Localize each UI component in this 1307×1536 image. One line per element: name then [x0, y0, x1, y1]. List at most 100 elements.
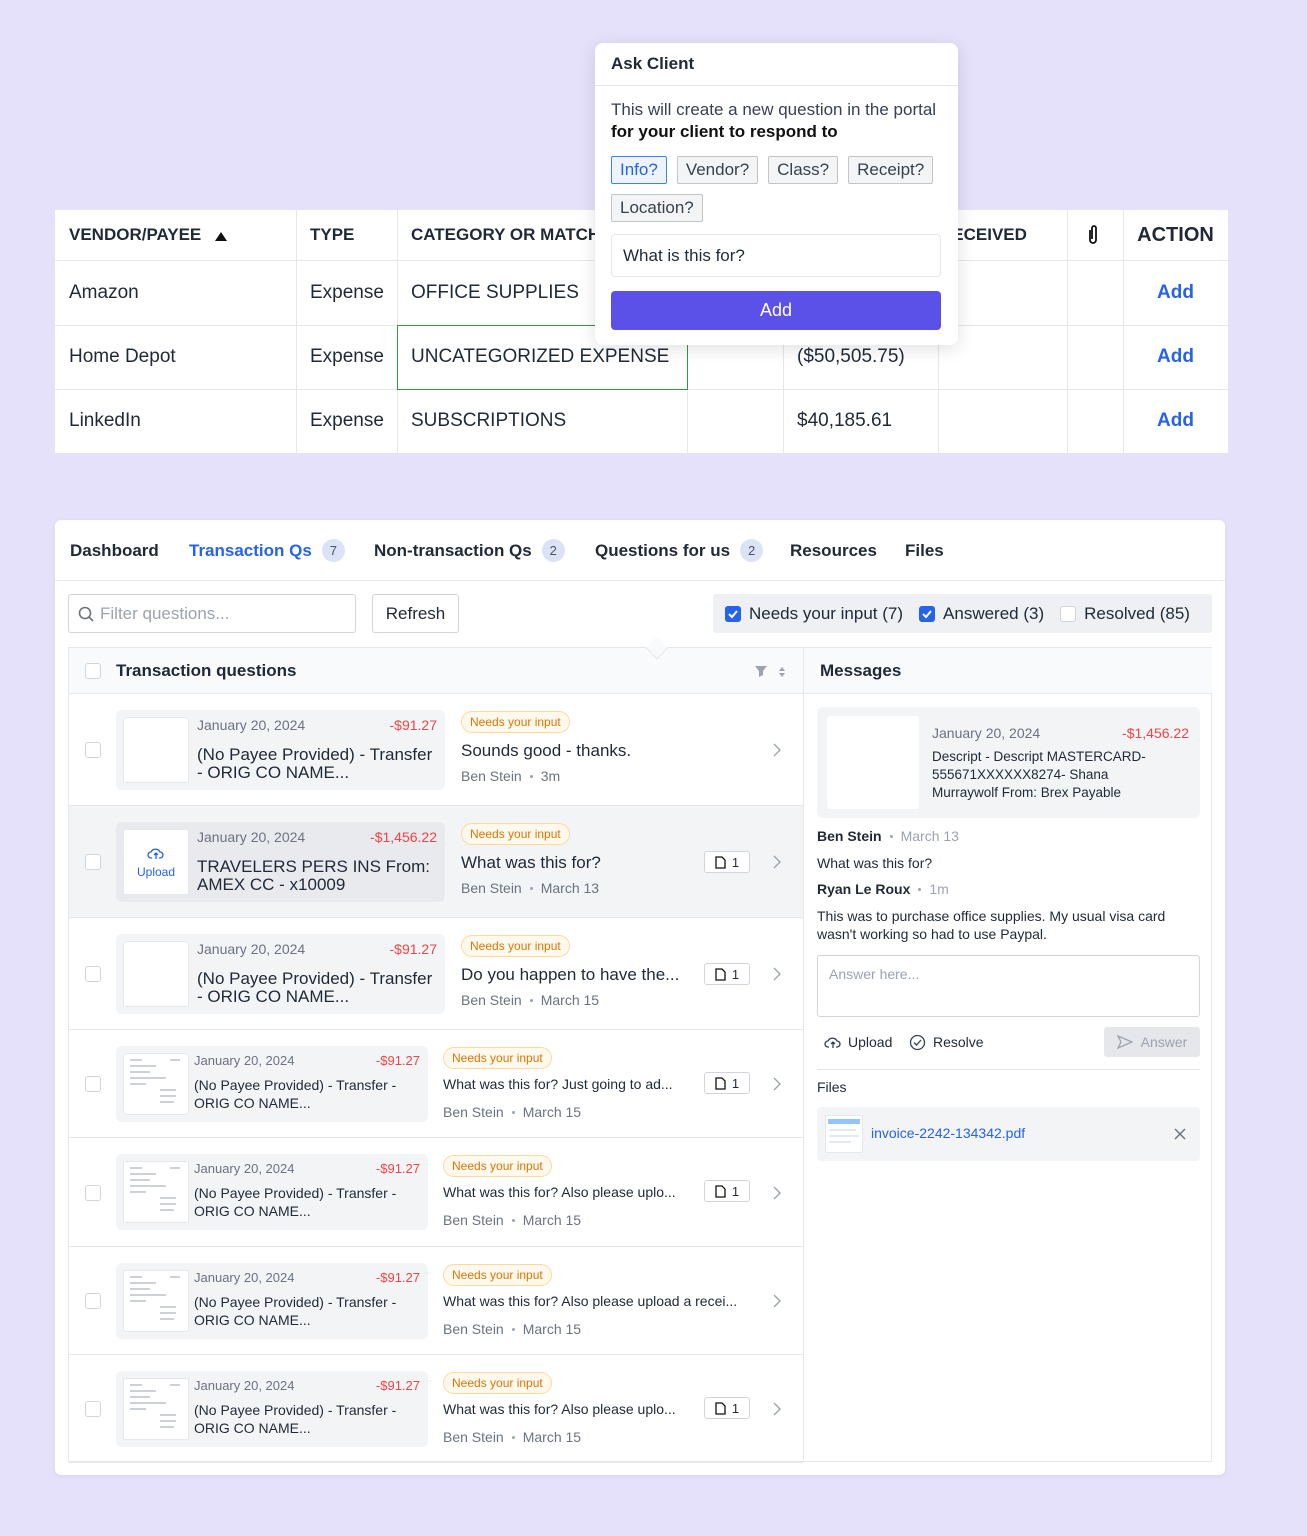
attachment-count: 1: [704, 1397, 750, 1419]
chip[interactable]: Vendor?: [676, 156, 759, 184]
tab[interactable]: Questions for us 2: [595, 520, 764, 581]
column-divider: [1067, 210, 1068, 453]
file-icon: [715, 967, 726, 981]
transaction-card: January 20, 2024 -$91.27 (No Payee Provide…: [116, 1046, 428, 1122]
attachment-count: 1: [704, 1180, 750, 1202]
transaction-date: January 20, 2024: [197, 717, 306, 733]
answer-button[interactable]: Answer: [1104, 1027, 1200, 1057]
row-checkbox[interactable]: [85, 742, 101, 758]
row-checkbox[interactable]: [85, 1076, 101, 1092]
tab[interactable]: Dashboard: [70, 520, 159, 581]
message-preview: What was this for?: [461, 853, 601, 872]
select-all-checkbox[interactable]: [85, 663, 101, 679]
table-cell: SUBSCRIPTIONS: [411, 410, 567, 431]
dot: [511, 1218, 515, 1222]
column-divider: [296, 210, 297, 453]
dot: [529, 886, 533, 890]
attachment-number: 1: [731, 1183, 740, 1199]
chip-list: Info? Vendor? Class? Receipt? Location?: [611, 156, 946, 222]
chevron: [773, 1186, 781, 1200]
chip[interactable]: Info?: [611, 156, 667, 184]
status-filter[interactable]: Resolved (85): [1060, 604, 1190, 624]
status-badge: Needs your input: [461, 823, 570, 845]
transaction-card: January 20, 2024 -$1,456.22 Descript - Des…: [817, 707, 1200, 818]
question-row[interactable]: Upload January 20, 2024 -$1,456.22 TRAVELER…: [69, 806, 803, 918]
question-input[interactable]: What is this for?: [611, 234, 941, 277]
question-row[interactable]: January 20, 2024 -$91.27 (No Payee Provide…: [69, 694, 803, 806]
list-header: Transaction questions: [69, 648, 804, 694]
add-button[interactable]: Add: [611, 291, 941, 330]
row-checkbox[interactable]: [85, 1401, 101, 1417]
message-meta: Ben Stein March 13: [817, 828, 959, 844]
row-checkbox[interactable]: [85, 854, 101, 870]
file-icon: [715, 855, 726, 869]
checkbox[interactable]: [1060, 605, 1077, 622]
author: Ben Stein: [443, 1321, 504, 1337]
attachment-number: 1: [731, 854, 740, 870]
chevron: [773, 1402, 781, 1416]
status-filters: Needs your input (7) Answered (3) Resolved…: [713, 594, 1212, 633]
transaction-amount: -$91.27: [375, 1270, 420, 1285]
files-title: Files: [817, 1079, 847, 1095]
add-link[interactable]: Add: [1157, 281, 1194, 303]
refresh-button[interactable]: Refresh: [372, 594, 459, 633]
time: March 15: [540, 992, 600, 1008]
row-checkbox[interactable]: [85, 966, 101, 982]
transaction-description: Descript - Descript MASTERCARD-555671XXX…: [932, 749, 1146, 800]
chip[interactable]: Location?: [611, 194, 703, 222]
table-cell: ($50,505.75): [797, 346, 905, 367]
status-filter[interactable]: Needs your input (7): [725, 604, 903, 624]
chevron: [773, 967, 781, 981]
transaction-amount: -$91.27: [375, 1161, 420, 1176]
file-name[interactable]: invoice-2242-134342.pdf: [871, 1125, 1026, 1141]
add-link[interactable]: Add: [1157, 346, 1194, 367]
chip[interactable]: Receipt?: [848, 156, 934, 184]
attachment-number: 1: [731, 1400, 740, 1416]
question-row[interactable]: January 20, 2024 -$91.27 (No Payee Provide…: [69, 1247, 803, 1355]
tab-label: Resources: [790, 540, 877, 560]
resolve-button[interactable]: Resolve: [933, 1034, 984, 1050]
resolve-icon: [909, 1034, 926, 1051]
messages-header: Messages: [804, 648, 1212, 694]
tab-bar: Dashboard Transaction Qs 7 Non-transaction …: [55, 520, 1225, 581]
payee: (No Payee Provided) - Transfer - ORIG CO…: [194, 1402, 397, 1436]
transaction-date: January 20, 2024: [197, 941, 306, 957]
checkbox[interactable]: [919, 605, 936, 622]
status-badge: Needs your input: [443, 1155, 552, 1177]
remove-file[interactable]: [1174, 1128, 1186, 1140]
status-filter[interactable]: Answered (3): [919, 604, 1044, 624]
tab-label: Dashboard: [70, 540, 159, 560]
popup-text-plain: This will create a new question in the p…: [611, 100, 937, 119]
upload-label: Upload: [136, 864, 176, 879]
message-meta: Ben Stein March 15: [443, 1321, 581, 1337]
filter-input[interactable]: Filter questions...: [68, 594, 356, 633]
chip[interactable]: Class?: [768, 156, 839, 184]
question-row[interactable]: January 20, 2024 -$91.27 (No Payee Provide…: [69, 1355, 803, 1463]
author: Ben Stein: [443, 1212, 504, 1228]
row-checkbox[interactable]: [85, 1184, 101, 1201]
row-checkbox[interactable]: [85, 1293, 101, 1309]
question-row[interactable]: January 20, 2024 -$91.27 (No Payee Provide…: [69, 1138, 803, 1247]
tab-count: 2: [541, 539, 565, 562]
file-icon: [715, 1401, 726, 1415]
tab[interactable]: Non-transaction Qs 2: [374, 520, 565, 581]
table-cell: Expense: [310, 410, 384, 431]
question-row[interactable]: January 20, 2024 -$91.27 (No Payee Provide…: [69, 1030, 803, 1138]
checkbox[interactable]: [725, 605, 741, 622]
add-link[interactable]: Add: [1157, 410, 1194, 431]
messages-panel: Messages January 20, 2024 -$1,456.22 Descri…: [804, 648, 1212, 1461]
upload-icon: [147, 846, 165, 865]
tab[interactable]: Files: [905, 520, 944, 581]
tab[interactable]: Resources: [790, 520, 877, 581]
tab[interactable]: Transaction Qs 7: [189, 520, 345, 581]
time: March 13: [540, 880, 600, 896]
answer-input[interactable]: Answer here...: [817, 955, 1200, 1017]
attachment-icon: [1086, 224, 1100, 246]
chevron: [773, 855, 781, 869]
message-preview: Sounds good - thanks.: [461, 741, 632, 760]
upload-button[interactable]: Upload: [848, 1034, 893, 1050]
status-badge: Needs your input: [461, 711, 570, 733]
tab-label: Transaction Qs: [189, 540, 312, 560]
question-row[interactable]: January 20, 2024 -$91.27 (No Payee Provide…: [69, 918, 803, 1030]
